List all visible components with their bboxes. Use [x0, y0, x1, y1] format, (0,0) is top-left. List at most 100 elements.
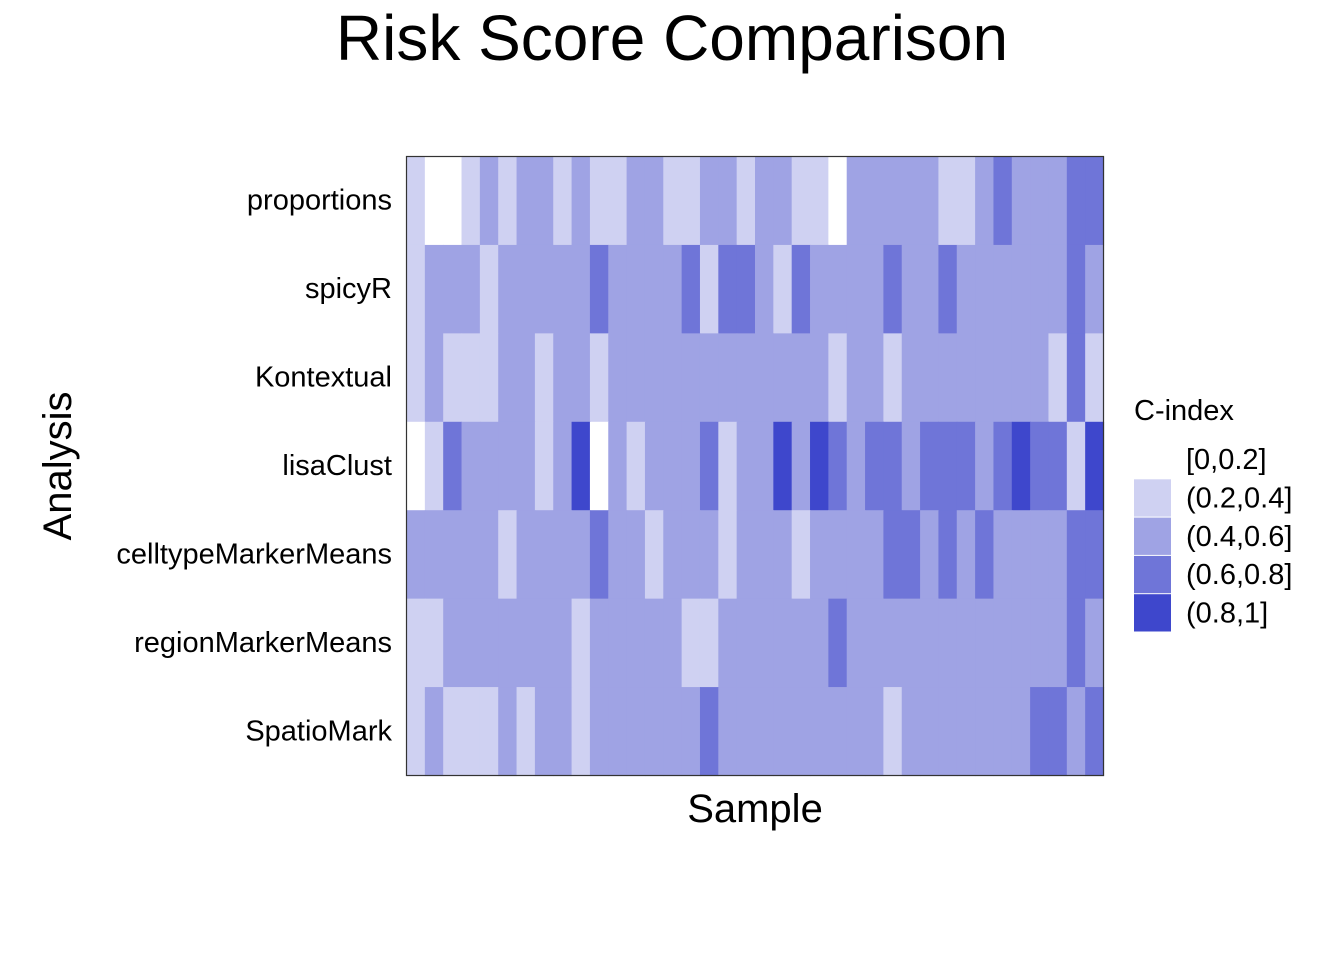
heatmap-cell [424, 598, 444, 688]
heatmap-cell [828, 421, 848, 511]
heatmap-cell [406, 510, 426, 600]
heatmap-cell [1085, 333, 1105, 423]
legend-label: (0.4,0.6] [1186, 521, 1292, 553]
heatmap-cell [791, 156, 811, 246]
heatmap-cell [828, 156, 848, 246]
heatmap-cell [956, 333, 976, 423]
heatmap-cell [681, 156, 701, 246]
heatmap-cell [553, 421, 573, 511]
heatmap-cell [975, 333, 995, 423]
heatmap-cell [553, 156, 573, 246]
heatmap-cell [644, 598, 664, 688]
heatmap-cell [1048, 333, 1068, 423]
y-tick-label: spicyR [305, 273, 392, 305]
heatmap-cell [865, 510, 884, 600]
heatmap-cell [553, 244, 573, 334]
heatmap-cell [461, 156, 481, 246]
heatmap-cell [736, 510, 756, 600]
chart-title: Risk Score Comparison [336, 2, 1008, 74]
legend-title: C-index [1134, 395, 1234, 427]
heatmap-cell [589, 156, 609, 246]
heatmap-cell [516, 421, 536, 511]
heatmap-cell [865, 598, 884, 688]
heatmap-cell [1085, 156, 1105, 246]
heatmap-cell [571, 510, 591, 600]
heatmap-cell [553, 510, 573, 600]
heatmap-cell [553, 687, 573, 777]
heatmap-cell [589, 598, 609, 688]
heatmap-cell [901, 598, 921, 688]
heatmap-cell [534, 244, 554, 334]
heatmap-cell [443, 510, 463, 600]
heatmap-cell [883, 510, 903, 600]
heatmap-cell [534, 598, 554, 688]
heatmap-cell [791, 510, 811, 600]
heatmap-cell [975, 687, 995, 777]
heatmap-cell [479, 687, 499, 777]
heatmap-cell [644, 156, 664, 246]
heatmap-cell [516, 244, 536, 334]
heatmap-cell [865, 156, 884, 246]
heatmap-cell [516, 510, 536, 600]
heatmap-cell [846, 421, 866, 511]
heatmap-cell [865, 244, 884, 334]
y-tick-label: celltypeMarkerMeans [116, 538, 392, 570]
heatmap-cell [828, 244, 848, 334]
y-axis-label: Analysis [36, 392, 80, 541]
heatmap-cell [810, 333, 829, 423]
heatmap-cell [1011, 510, 1031, 600]
heatmap-cell [516, 687, 536, 777]
heatmap-cell [883, 244, 903, 334]
heatmap-cell [1011, 156, 1031, 246]
heatmap-cell [479, 156, 499, 246]
heatmap-cell [956, 421, 976, 511]
heatmap-cell [810, 421, 829, 511]
heatmap-cell [993, 510, 1013, 600]
heatmap-cell [406, 244, 426, 334]
heatmap-cell [1030, 156, 1050, 246]
y-tick-label: Kontextual [255, 362, 392, 394]
heatmap-cell [736, 244, 756, 334]
heatmap-cell [846, 510, 866, 600]
heatmap-cell [516, 156, 536, 246]
legend-key [1134, 441, 1171, 479]
heatmap-cell [1066, 687, 1086, 777]
heatmap-cell [718, 333, 738, 423]
heatmap-cell [865, 333, 884, 423]
heatmap-cell [718, 598, 738, 688]
heatmap-cell [993, 687, 1013, 777]
heatmap-cell [699, 333, 719, 423]
heatmap-cell [938, 510, 958, 600]
heatmap-cell [699, 244, 719, 334]
heatmap-cell [406, 333, 426, 423]
heatmap-cell [883, 687, 903, 777]
heatmap-cell [589, 510, 609, 600]
heatmap-cell [901, 687, 921, 777]
heatmap-cell [479, 598, 499, 688]
heatmap-cell [644, 333, 664, 423]
heatmap-cell [773, 510, 793, 600]
heatmap-cell [773, 421, 793, 511]
heatmap-cell [479, 333, 499, 423]
heatmap-cell [644, 244, 664, 334]
heatmap-cell [1085, 687, 1105, 777]
heatmap-cell [626, 421, 646, 511]
heatmap-cell [699, 598, 719, 688]
legend-label: (0.2,0.4] [1186, 482, 1292, 514]
legend-key [1134, 517, 1171, 555]
heatmap-cell [718, 687, 738, 777]
heatmap-cell [901, 244, 921, 334]
heatmap-cell [773, 687, 793, 777]
heatmap-cell [1048, 598, 1068, 688]
heatmap-cell [553, 598, 573, 688]
legend-label: (0.6,0.8] [1186, 559, 1292, 591]
heatmap-cell [755, 156, 774, 246]
heatmap-cell [736, 333, 756, 423]
heatmap-cell [938, 244, 958, 334]
heatmap-cell [644, 687, 664, 777]
heatmap-cell [626, 333, 646, 423]
heatmap-cell [424, 244, 444, 334]
heatmap-cell [1011, 333, 1031, 423]
